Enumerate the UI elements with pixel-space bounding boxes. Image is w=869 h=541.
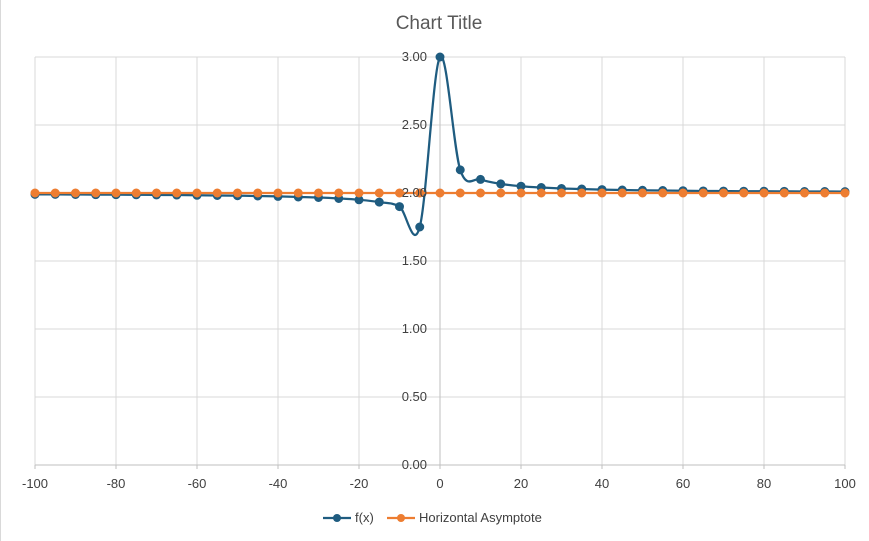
chart-title: Chart Title — [396, 13, 483, 34]
data-point — [840, 188, 850, 198]
data-point — [354, 188, 364, 198]
data-point — [435, 52, 445, 62]
x-tick-label: 100 — [834, 476, 856, 491]
legend-label: f(x) — [355, 510, 374, 525]
data-point — [395, 188, 404, 198]
x-tick-label: -80 — [107, 476, 126, 491]
x-tick-label: 80 — [757, 476, 771, 491]
data-point — [476, 188, 485, 198]
data-point — [617, 188, 627, 198]
y-tick-label: 0.50 — [402, 389, 427, 404]
data-point — [233, 188, 242, 198]
data-point — [516, 188, 526, 198]
data-point — [50, 188, 60, 198]
data-point — [658, 188, 668, 198]
data-point — [253, 188, 263, 198]
data-point — [131, 188, 141, 198]
x-tick-label: 40 — [595, 476, 609, 491]
data-point — [496, 188, 506, 198]
data-point — [496, 179, 506, 189]
data-point — [314, 188, 323, 198]
data-point — [536, 188, 546, 198]
data-point — [800, 188, 809, 198]
data-point — [334, 188, 344, 198]
y-tick-labels: 0.00 0.50 1.00 1.50 2.00 2.50 3.00 — [402, 49, 427, 472]
data-point — [293, 188, 303, 198]
data-point — [374, 197, 384, 207]
legend-marker — [397, 514, 405, 522]
data-point — [172, 188, 182, 198]
axis-layer — [34, 57, 846, 469]
y-tick-label: 2.00 — [402, 185, 427, 200]
legend-label: Horizontal Asymptote — [419, 510, 542, 525]
data-point — [739, 188, 749, 198]
x-tick-label: 0 — [436, 476, 443, 491]
data-point — [30, 188, 40, 198]
x-tick-label: -40 — [269, 476, 288, 491]
legend-item-fx: f(x) — [323, 510, 374, 525]
data-point — [820, 188, 830, 198]
x-tick-label: -60 — [188, 476, 207, 491]
data-point — [557, 188, 566, 198]
data-point — [91, 188, 101, 198]
data-point — [212, 188, 222, 198]
data-point — [374, 188, 384, 198]
data-point — [719, 188, 728, 198]
x-tick-label: -100 — [22, 476, 48, 491]
data-point — [415, 222, 425, 232]
data-point — [152, 188, 161, 198]
y-tick-label: 0.00 — [402, 457, 427, 472]
data-point — [395, 202, 404, 212]
data-point — [415, 188, 425, 198]
data-point — [455, 165, 465, 175]
x-tick-labels: -100 -80 -60 -40 -20 0 20 40 60 80 100 — [22, 476, 856, 491]
data-point — [455, 188, 465, 198]
data-point — [698, 188, 708, 198]
legend-marker — [333, 514, 341, 522]
x-tick-label: 20 — [514, 476, 528, 491]
series-horizontal-asymptote — [30, 188, 850, 198]
x-tick-label: 60 — [676, 476, 690, 491]
data-point — [273, 188, 283, 198]
data-point — [192, 188, 202, 198]
data-point — [476, 174, 485, 184]
y-tick-label: 1.00 — [402, 321, 427, 336]
data-point — [577, 188, 587, 198]
data-point — [779, 188, 789, 198]
data-point — [435, 188, 445, 198]
data-point — [71, 188, 80, 198]
data-point — [638, 188, 647, 198]
series-layer — [30, 52, 850, 237]
legend: f(x) Horizontal Asymptote — [323, 510, 542, 525]
data-point — [759, 188, 769, 198]
y-tick-label: 1.50 — [402, 253, 427, 268]
y-tick-label: 3.00 — [402, 49, 427, 64]
y-tick-label: 2.50 — [402, 117, 427, 132]
data-point — [678, 188, 688, 198]
x-tick-label: -20 — [350, 476, 369, 491]
data-point — [111, 188, 121, 198]
legend-item-horizontal-asymptote: Horizontal Asymptote — [387, 510, 542, 525]
data-point — [597, 188, 607, 198]
